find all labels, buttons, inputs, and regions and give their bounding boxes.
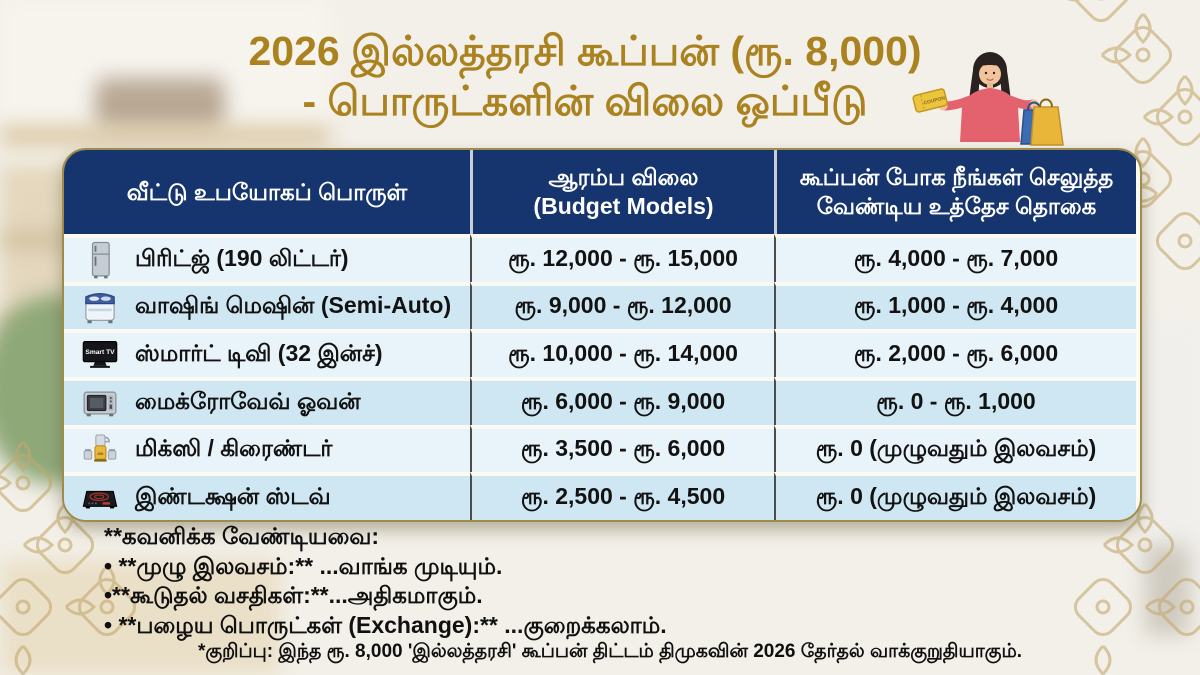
page-title: 2026 இல்லத்தரசி கூப்பன் (ரூ. 8,000) - பொ… xyxy=(0,26,1170,126)
mixer-grinder-icon xyxy=(78,430,122,470)
notes-heading: **கவனிக்க வேண்டியவை: xyxy=(104,523,380,549)
table-row-item: Smart TV ஸ்மார்ட் டிவி (32 இன்ச்) xyxy=(64,329,470,377)
microwave-icon xyxy=(78,383,122,423)
induction-stove-icon xyxy=(78,478,122,518)
table-row-item: வாஷிங் மெஷின் (Semi-Auto) xyxy=(64,281,470,330)
svg-text:Smart TV: Smart TV xyxy=(85,349,115,356)
item-label: மிக்ஸி / கிரைண்டர் xyxy=(135,435,333,462)
page-title-line1: 2026 இல்லத்தரசி கூப்பன் (ரூ. 8,000) xyxy=(248,28,922,74)
kolam-decoration-bottom-left xyxy=(0,440,137,675)
smart-tv-icon: Smart TV xyxy=(78,335,122,375)
table-row-item: மிக்ஸி / கிரைண்டர் xyxy=(64,424,470,473)
column-header-pay: கூப்பன் போக நீங்கள் செலுத்த வேண்டிய உத்த… xyxy=(774,150,1136,234)
table-cell-pay: ரூ. 1,000 - ரூ. 4,000 xyxy=(774,281,1136,330)
shopper-woman-illustration: COUPON xyxy=(912,52,1064,146)
kitchen-counter-blur xyxy=(0,126,330,146)
washing-machine-icon xyxy=(78,287,122,327)
note-bullet-exchange: • **பழைய பொருட்கள் (Exchange):** ...குறை… xyxy=(104,611,667,638)
item-label: மைக்ரோவேவ் ஓவன் xyxy=(135,387,361,414)
item-label: ஸ்மார்ட் டிவி (32 இன்ச்) xyxy=(135,340,383,367)
table-cell-pay: ரூ. 0 - ரூ. 1,000 xyxy=(774,377,1136,425)
table-row-item: இண்டக்ஷன் ஸ்டவ் xyxy=(64,472,470,520)
table-cell-pay: ரூ. 2,000 - ரூ. 6,000 xyxy=(774,329,1136,377)
item-label: இண்டக்ஷன் ஸ்டவ் xyxy=(135,483,331,510)
svg-text:COUPON: COUPON xyxy=(923,95,946,106)
table-cell-price: ரூ. 10,000 - ரூ. 14,000 xyxy=(470,329,774,377)
coupon-ticket: COUPON xyxy=(912,88,948,113)
table-cell-price: ரூ. 3,500 - ரூ. 6,000 xyxy=(470,424,774,473)
page-title-line2: - பொருட்களின் விலை ஒப்பீடு xyxy=(302,78,868,124)
table-cell-pay: ரூ. 4,000 - ரூ. 7,000 xyxy=(774,234,1136,282)
notes-block: **கவனிக்க வேண்டியவை: • **முழு இலவசம்:** … xyxy=(104,522,667,640)
price-comparison-table: வீட்டு உபயோகப் பொருள் ஆரம்ப விலை (Budget… xyxy=(62,148,1142,522)
table-cell-price: ரூ. 12,000 - ரூ. 15,000 xyxy=(470,234,774,282)
item-label: வாஷிங் மெஷின் (Semi-Auto) xyxy=(135,292,452,319)
table-cell-price: ரூ. 2,500 - ரூ. 4,500 xyxy=(470,472,774,520)
fridge-icon xyxy=(78,240,122,280)
note-bullet-free: • **முழு இலவசம்:** ...வாங்க முடியும். xyxy=(104,552,503,579)
column-header-item: வீட்டு உபயோகப் பொருள் xyxy=(64,150,470,234)
item-label: பிரிட்ஜ் (190 லிட்டர்) xyxy=(135,244,349,271)
table-cell-pay: ரூ. 0 (முழுவதும் இலவசம்) xyxy=(774,472,1136,520)
shopping-bags xyxy=(1020,98,1064,146)
kitchen-jars-blur xyxy=(95,78,225,130)
table-cell-price: ரூ. 6,000 - ரூ. 9,000 xyxy=(470,377,774,425)
table-cell-pay: ரூ. 0 (முழுவதும் இலவசம்) xyxy=(774,424,1136,473)
scheme-footnote: *குறிப்பு: இந்த ரூ. 8,000 'இல்லத்தரசி' க… xyxy=(197,641,1023,662)
note-bullet-extra-features: •**கூடுதல் வசதிகள்:**...அதிகமாகும். xyxy=(104,582,483,608)
table-row-item: மைக்ரோவேவ் ஓவன் xyxy=(64,377,470,425)
table-row-item: பிரிட்ஜ் (190 லிட்டர்) xyxy=(64,234,470,282)
column-header-price: ஆரம்ப விலை (Budget Models) xyxy=(470,150,774,234)
table-cell-price: ரூ. 9,000 - ரூ. 12,000 xyxy=(470,281,774,330)
